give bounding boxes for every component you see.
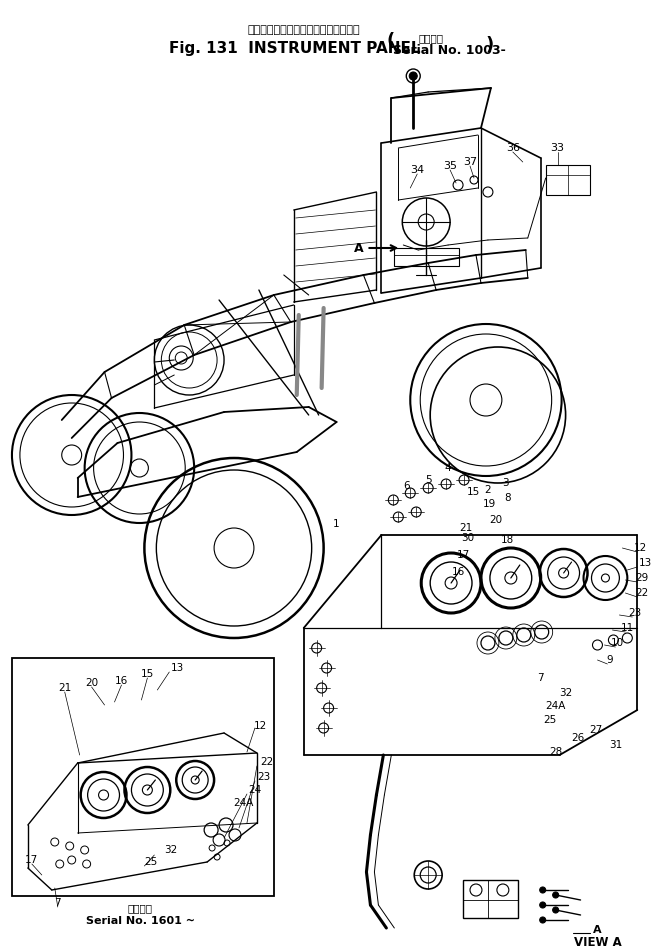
Text: 5: 5 bbox=[425, 475, 432, 485]
Text: 30: 30 bbox=[462, 533, 475, 543]
Text: 18: 18 bbox=[502, 535, 515, 545]
Text: 24A: 24A bbox=[545, 701, 566, 711]
Circle shape bbox=[552, 892, 558, 898]
Text: 7: 7 bbox=[537, 673, 544, 683]
Bar bbox=[463, 880, 518, 918]
Text: 28: 28 bbox=[549, 747, 562, 757]
Bar bbox=[12, 658, 274, 896]
Circle shape bbox=[552, 907, 558, 913]
Bar bbox=[546, 165, 590, 195]
Text: 22: 22 bbox=[261, 757, 274, 767]
Text: 12: 12 bbox=[254, 721, 268, 731]
Text: 13: 13 bbox=[170, 663, 184, 673]
Text: VIEW A: VIEW A bbox=[573, 936, 622, 948]
Text: A: A bbox=[354, 242, 363, 254]
Text: 10: 10 bbox=[611, 638, 624, 648]
Circle shape bbox=[540, 902, 546, 908]
Text: ): ) bbox=[486, 36, 494, 54]
Text: 20: 20 bbox=[489, 515, 502, 525]
Text: 31: 31 bbox=[609, 740, 622, 750]
Text: 24: 24 bbox=[248, 785, 262, 795]
Text: 22: 22 bbox=[635, 588, 649, 598]
Text: 32: 32 bbox=[559, 688, 572, 698]
Bar bbox=[394, 248, 459, 266]
Text: 3: 3 bbox=[503, 478, 509, 488]
Text: インスツルメント　パネル（適用号機: インスツルメント パネル（適用号機 bbox=[247, 25, 360, 35]
Circle shape bbox=[409, 72, 417, 80]
Text: 1: 1 bbox=[333, 519, 340, 529]
Text: 23: 23 bbox=[257, 772, 270, 782]
Text: Serial No. 1003-: Serial No. 1003- bbox=[393, 45, 506, 57]
Text: 11: 11 bbox=[621, 623, 634, 633]
Text: 35: 35 bbox=[443, 161, 457, 171]
Text: 適用号機: 適用号機 bbox=[128, 903, 153, 913]
Text: 27: 27 bbox=[589, 725, 602, 735]
Text: Serial No. 1601 ~: Serial No. 1601 ~ bbox=[86, 916, 195, 926]
Text: 32: 32 bbox=[165, 845, 178, 855]
Text: 37: 37 bbox=[463, 157, 477, 167]
Text: Fig. 131  INSTRUMENT PANEL: Fig. 131 INSTRUMENT PANEL bbox=[169, 41, 421, 55]
Text: 4: 4 bbox=[445, 463, 451, 473]
Text: 13: 13 bbox=[639, 558, 652, 568]
Text: 29: 29 bbox=[635, 573, 649, 583]
Text: 21: 21 bbox=[460, 523, 473, 533]
Text: 34: 34 bbox=[410, 165, 424, 175]
Text: 12: 12 bbox=[633, 543, 647, 553]
Text: 26: 26 bbox=[571, 733, 584, 743]
Text: 36: 36 bbox=[506, 143, 520, 153]
Text: (: ( bbox=[387, 32, 394, 50]
Text: 16: 16 bbox=[451, 567, 465, 577]
Text: 25: 25 bbox=[543, 715, 556, 725]
Text: 24A: 24A bbox=[232, 798, 253, 808]
Text: 16: 16 bbox=[115, 676, 128, 686]
Text: 9: 9 bbox=[606, 655, 613, 665]
Text: 23: 23 bbox=[629, 608, 642, 618]
Text: 19: 19 bbox=[483, 499, 496, 509]
Text: 15: 15 bbox=[141, 669, 154, 679]
Text: 33: 33 bbox=[550, 143, 565, 153]
Text: 21: 21 bbox=[58, 683, 71, 693]
Text: 6: 6 bbox=[403, 481, 409, 491]
Text: A: A bbox=[593, 925, 602, 935]
Text: 15: 15 bbox=[466, 487, 479, 497]
Text: 2: 2 bbox=[485, 485, 491, 495]
Text: 8: 8 bbox=[505, 493, 511, 503]
Text: 25: 25 bbox=[145, 857, 158, 867]
Text: 17: 17 bbox=[25, 855, 39, 865]
Text: 17: 17 bbox=[456, 550, 470, 560]
Text: 20: 20 bbox=[85, 678, 98, 688]
Text: 適用号機: 適用号機 bbox=[418, 33, 443, 43]
Circle shape bbox=[540, 917, 546, 923]
Text: 7: 7 bbox=[54, 898, 61, 908]
Circle shape bbox=[540, 887, 546, 893]
